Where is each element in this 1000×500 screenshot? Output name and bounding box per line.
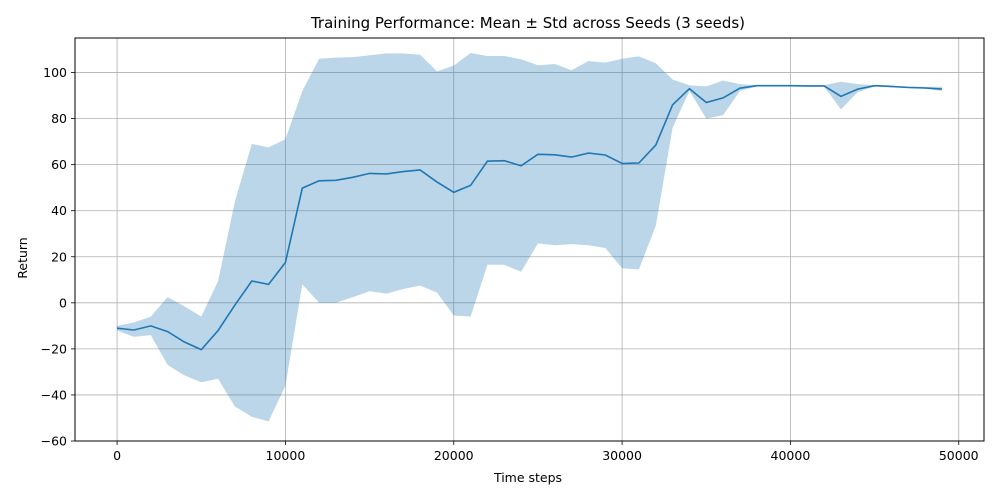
grid <box>75 38 984 442</box>
y-tick-label: −60 <box>41 434 67 449</box>
x-tick-label: 10000 <box>266 448 306 463</box>
x-tick-label: 30000 <box>602 448 642 463</box>
chart-title: Training Performance: Mean ± Std across … <box>310 14 745 32</box>
y-tick-label: 40 <box>51 203 67 218</box>
y-tick-label: −20 <box>41 341 67 356</box>
y-axis-label: Return <box>15 237 30 278</box>
y-tick-label: 0 <box>59 295 67 310</box>
x-tick-label: 0 <box>113 448 121 463</box>
y-tick-label: 80 <box>51 111 67 126</box>
x-tick-label: 50000 <box>939 448 979 463</box>
y-tick-label: 60 <box>51 157 67 172</box>
x-tick-label: 20000 <box>434 448 474 463</box>
x-axis-label: Time steps <box>493 470 562 485</box>
plot-frame <box>74 37 985 442</box>
y-tick-label: −40 <box>41 387 67 402</box>
y-tick-label: 20 <box>51 249 67 264</box>
mean-line <box>117 84 942 351</box>
ticks: 0 10000 20000 30000 40000 50000 −60 −40 −20 0 20 40… <box>41 65 979 463</box>
y-tick-label: 100 <box>43 65 67 80</box>
x-tick-label: 40000 <box>771 448 811 463</box>
std-band <box>117 53 942 422</box>
